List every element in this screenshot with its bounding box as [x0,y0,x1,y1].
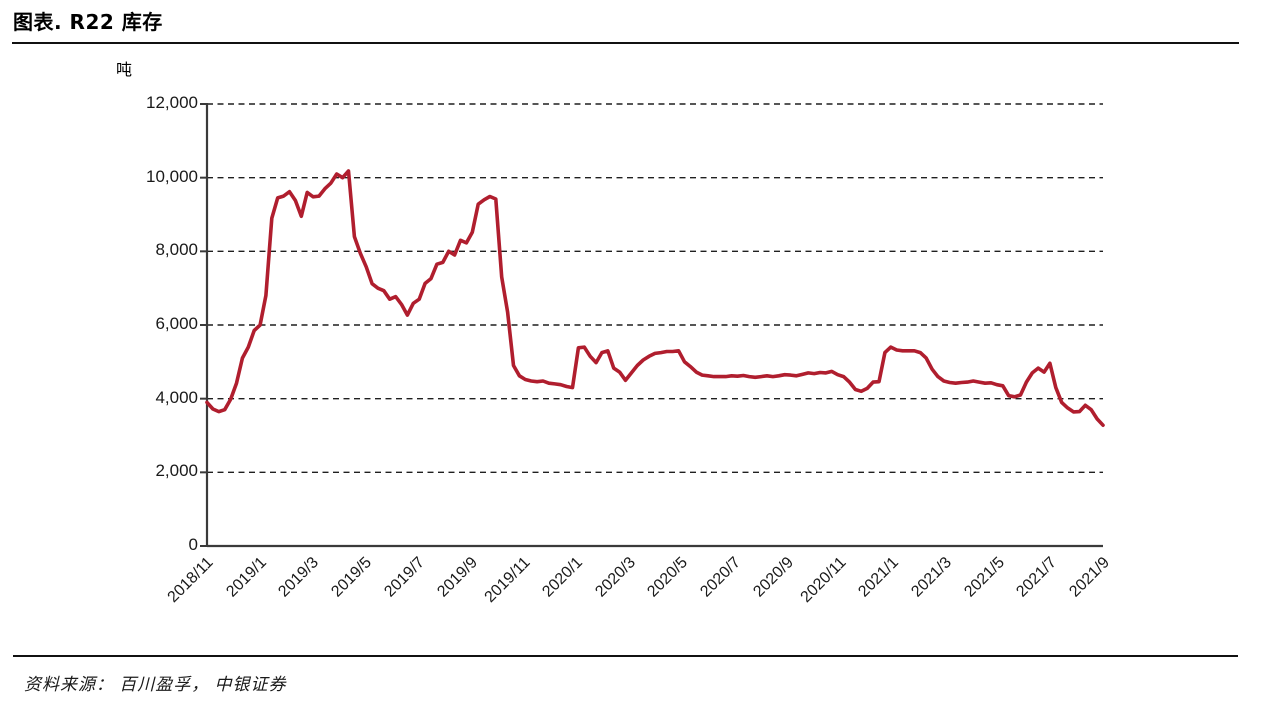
y-axis-tick-label: 6,000 [155,314,198,333]
inventory-series-line [205,169,1105,428]
title-divider [12,42,1239,45]
y-axis-unit-label: 吨 [116,60,133,79]
source-divider [13,655,1238,658]
y-axis-tick-label: 12,000 [146,93,198,112]
y-axis-tick-label: 2,000 [155,461,198,481]
figure-title: 图表. R22 库存 [13,10,163,34]
y-axis-tick-label: 4,000 [155,387,198,407]
y-axis-tick-label: 8,000 [155,240,198,260]
source-note: 资料来源： 百川盈孚， 中银证券 [24,675,287,694]
y-axis-tick-label: 0 [188,535,198,554]
y-axis-tick-label: 10,000 [146,166,198,186]
